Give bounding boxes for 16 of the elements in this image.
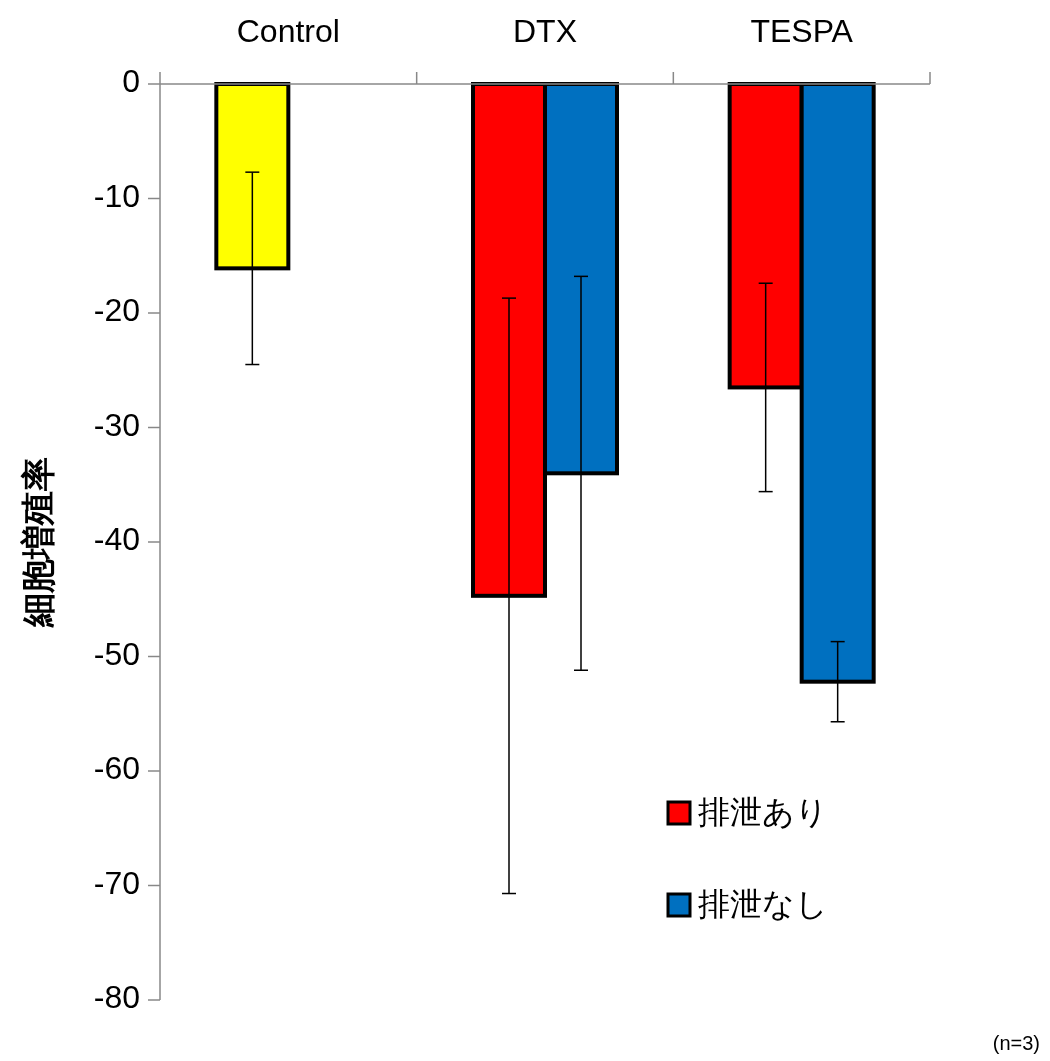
y-axis-title: 細胞増殖率 bbox=[19, 457, 57, 628]
y-tick-label: 0 bbox=[122, 63, 140, 100]
y-tick-label: -10 bbox=[93, 177, 140, 214]
legend-label: 排泄あり bbox=[698, 794, 828, 831]
x-tick-label: TESPA bbox=[750, 13, 854, 49]
y-tick-label: -40 bbox=[93, 521, 140, 558]
y-tick-label: -70 bbox=[93, 864, 140, 901]
y-tick-label: -80 bbox=[93, 979, 140, 1016]
y-tick-label: -30 bbox=[93, 406, 140, 443]
y-tick-label: -20 bbox=[93, 292, 140, 329]
x-tick-label: DTX bbox=[513, 13, 577, 49]
legend-label: 排泄なし bbox=[698, 886, 828, 923]
x-tick-label: Control bbox=[236, 13, 340, 49]
text: (n=3) bbox=[992, 1032, 1040, 1054]
y-tick-label: -60 bbox=[93, 750, 140, 787]
y-tick-label: -50 bbox=[93, 635, 140, 672]
